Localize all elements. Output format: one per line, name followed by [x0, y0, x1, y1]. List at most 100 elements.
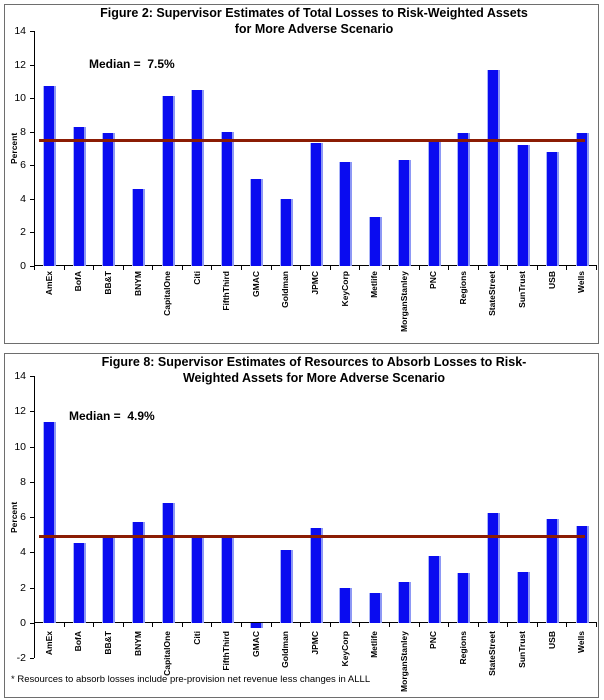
- x-axis-label-fifththird: FifthThird: [221, 271, 232, 311]
- x-axis-label-statestreet: StateStreet: [487, 271, 498, 316]
- x-axis-label-morganstanley: MorganStanley: [398, 271, 409, 332]
- y-tick-label: 14: [14, 25, 26, 37]
- bar-citi: [191, 89, 205, 266]
- x-tick-mark: [359, 622, 361, 627]
- y-tick-mark: [30, 446, 34, 448]
- bar-jpmc: [309, 143, 323, 266]
- x-axis-label-pnc: PNC: [428, 631, 439, 649]
- bar-wells: [575, 133, 589, 266]
- x-tick-mark: [241, 622, 243, 627]
- y-tick-mark: [30, 658, 34, 659]
- x-axis-label-citi: Citi: [191, 631, 202, 645]
- bar-bnym: [132, 188, 146, 266]
- x-tick-mark: [211, 266, 213, 270]
- x-tick-mark: [152, 266, 154, 270]
- x-axis-label-pnc: PNC: [428, 271, 439, 289]
- bar-wells: [575, 525, 589, 623]
- x-axis-label-goldman: Goldman: [280, 631, 291, 668]
- x-tick-mark: [270, 266, 272, 270]
- x-axis-label-bb-t: BB&T: [102, 271, 113, 295]
- y-tick-mark: [30, 98, 34, 100]
- y-tick-mark: [30, 266, 34, 267]
- x-tick-mark: [122, 266, 124, 270]
- y-tick-mark: [30, 131, 34, 133]
- y-tick-mark: [30, 517, 34, 518]
- bar-goldman: [279, 198, 293, 266]
- x-axis-label-fifththird: FifthThird: [221, 631, 232, 671]
- x-axis-label-usb: USB: [546, 271, 557, 289]
- y-tick-mark: [30, 31, 34, 32]
- x-tick-mark: [329, 266, 331, 270]
- x-tick-mark: [63, 266, 65, 270]
- x-axis-label-goldman: Goldman: [280, 271, 291, 308]
- x-tick-mark: [477, 622, 479, 627]
- bar-fifththird: [220, 538, 234, 623]
- bar-citi: [191, 538, 205, 623]
- x-tick-mark: [34, 266, 35, 270]
- bar-bb-t: [102, 534, 116, 623]
- x-axis-label-bnym: BNYM: [132, 631, 143, 657]
- x-axis-label-regions: Regions: [457, 271, 468, 305]
- x-axis-label-metlife: Metlife: [369, 631, 380, 658]
- x-tick-mark: [507, 622, 509, 627]
- x-tick-mark: [388, 622, 390, 627]
- bar-metlife: [368, 217, 382, 266]
- x-axis-label-regions: Regions: [457, 631, 468, 665]
- figure-2-median-annotation: Median = 7.5%: [89, 57, 175, 71]
- bar-gmac: [250, 178, 264, 266]
- y-tick-label: 12: [14, 405, 26, 418]
- figure-8-median-annotation: Median = 4.9%: [69, 409, 155, 423]
- y-tick-label: 2: [20, 226, 26, 239]
- x-axis-label-bofa: BofA: [73, 631, 84, 652]
- x-tick-mark: [418, 266, 420, 270]
- y-tick-label: 2: [20, 581, 26, 594]
- figure-2-title: Figure 2: Supervisor Estimates of Total …: [34, 5, 594, 37]
- figure-8-title-line-1: Figure 8: Supervisor Estimates of Resour…: [101, 355, 527, 369]
- bar-bofa: [72, 126, 86, 266]
- bar-capitalone: [161, 502, 175, 623]
- bar-usb: [546, 151, 560, 266]
- y-tick-label: 14: [14, 370, 26, 382]
- y-tick-mark: [30, 481, 34, 483]
- bar-capitalone: [161, 96, 175, 266]
- y-tick-label: 6: [20, 159, 26, 172]
- x-axis-label-amex: AmEx: [43, 631, 54, 656]
- bar-bnym: [132, 522, 146, 623]
- x-tick-mark: [596, 622, 597, 627]
- bar-suntrust: [516, 145, 530, 266]
- x-axis-label-bnym: BNYM: [132, 271, 143, 297]
- y-tick-label: 10: [14, 440, 26, 453]
- median-line: [39, 138, 585, 142]
- y-tick-mark: [30, 622, 34, 624]
- bar-jpmc: [309, 527, 323, 623]
- y-tick-mark: [30, 552, 34, 554]
- bar-morganstanley: [398, 160, 412, 266]
- y-tick-label: 0: [20, 260, 26, 272]
- bar-morganstanley: [398, 582, 412, 623]
- y-tick-mark: [30, 165, 34, 167]
- bar-bb-t: [102, 133, 116, 266]
- y-tick-mark: [30, 376, 34, 377]
- figure-2-panel: Figure 2: Supervisor Estimates of Total …: [4, 4, 599, 344]
- x-tick-mark: [93, 622, 95, 627]
- x-tick-mark: [566, 622, 568, 627]
- x-tick-mark: [477, 266, 479, 270]
- x-tick-mark: [122, 622, 124, 627]
- x-tick-mark: [93, 266, 95, 270]
- figure-8-plot-area: [34, 376, 597, 658]
- x-tick-mark: [418, 622, 420, 627]
- x-tick-mark: [448, 266, 450, 270]
- bar-amex: [43, 421, 57, 623]
- figure-8-panel: Figure 8: Supervisor Estimates of Resour…: [4, 353, 599, 698]
- bar-regions: [457, 133, 471, 266]
- bar-bofa: [72, 543, 86, 623]
- y-tick-mark: [30, 411, 34, 413]
- figure-8-title-line-2: Weighted Assets for More Adverse Scenari…: [182, 371, 446, 385]
- x-axis-label-jpmc: JPMC: [310, 631, 320, 655]
- y-tick-label: 4: [20, 192, 26, 205]
- y-tick-mark: [30, 64, 34, 66]
- x-axis-label-metlife: Metlife: [369, 271, 380, 298]
- x-axis-label-usb: USB: [546, 631, 557, 649]
- x-axis-label-amex: AmEx: [43, 271, 54, 296]
- y-tick-mark: [30, 232, 34, 234]
